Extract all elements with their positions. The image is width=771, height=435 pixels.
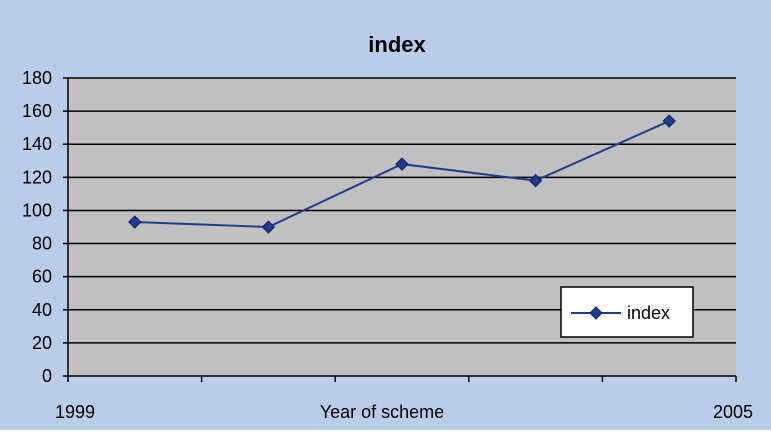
chart-title: index [368, 32, 426, 57]
data-point-1 [128, 215, 142, 229]
x-axis-label: Year of scheme [320, 402, 444, 422]
axes [63, 77, 737, 382]
y-tick-label-0: 0 [42, 366, 52, 386]
legend: index [560, 286, 694, 338]
y-tick-labels: 0 20 40 60 80 100 120 140 160 180 [22, 68, 52, 386]
x-tick-labels: 1999 2005 [55, 402, 753, 422]
y-tick-label-40: 40 [32, 300, 52, 320]
data-point-5 [662, 114, 676, 128]
y-tick-label-180: 180 [22, 68, 52, 88]
data-point-3 [395, 157, 409, 171]
y-tick-label-60: 60 [32, 267, 52, 287]
y-tick-label-160: 160 [22, 101, 52, 121]
y-tick-label-80: 80 [32, 234, 52, 254]
legend-label: index [627, 303, 670, 323]
gridlines [68, 77, 736, 344]
y-tick-label-140: 140 [22, 134, 52, 154]
data-point-4 [528, 173, 543, 188]
data-point-2 [261, 220, 276, 234]
y-tick-label-100: 100 [22, 200, 52, 220]
x-tick-label-end: 2005 [713, 402, 753, 422]
y-tick-label-20: 20 [32, 333, 52, 353]
series-layer [128, 114, 676, 234]
x-tick-label-start: 1999 [55, 402, 95, 422]
y-tick-label-120: 120 [22, 167, 52, 187]
legend-marker-diamond [589, 306, 603, 320]
